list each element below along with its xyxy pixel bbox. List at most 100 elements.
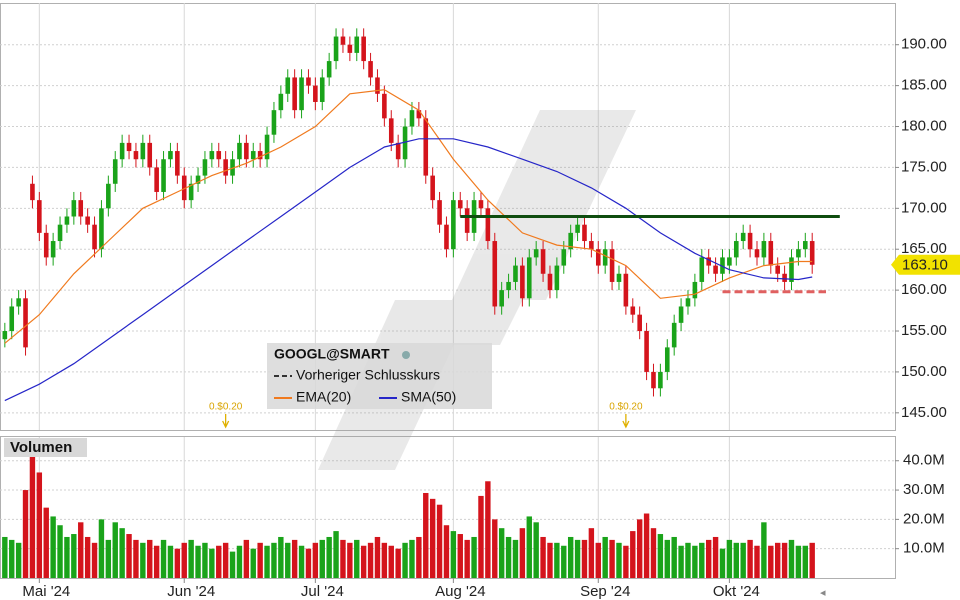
y-tick-label: 170.00 [901,199,947,216]
x-tick-label: Sep '24 [580,583,630,600]
scroll-arrow[interactable]: ◂ [820,587,826,599]
moving-average-line [4,138,813,402]
candle-body [658,371,663,389]
volume-bar [429,498,436,578]
candle-body [78,200,84,217]
candle-body [271,110,277,135]
candle-body [361,36,366,62]
volume-bar [471,536,477,578]
volume-bar [319,539,325,578]
candle-body [637,314,642,332]
candle-body [9,306,15,332]
volume-bar [22,490,29,578]
y-tick-label: 165.00 [901,240,947,257]
candle-body [168,151,173,160]
volume-bar [160,539,167,578]
candle-body [720,257,725,274]
volume-bar [636,519,643,578]
y-tick-label: 190.00 [901,36,947,53]
volume-bar [609,539,615,578]
candle-body [430,175,435,201]
candle-body [547,273,553,291]
dividend-label: 0.$0.20 [209,402,243,413]
volume-bar [195,545,201,578]
candle-body [375,77,380,94]
volume-bar [354,539,360,578]
volume-bar [561,545,567,578]
candle-body [457,200,463,209]
candle-body [250,151,256,160]
volume-bar [554,542,560,578]
volume-bar [754,545,760,578]
volume-bar [581,539,588,578]
candle-body [623,273,629,307]
candle-body [520,265,525,299]
volume-bar [595,542,601,578]
volume-bar [216,545,222,578]
candle-body [319,77,325,102]
volume-bar [105,539,112,578]
volume-bar [671,536,677,578]
volume-bar [747,539,753,578]
y-tick-label: 185.00 [901,77,947,94]
candle-body [568,232,573,250]
volume-bar [505,536,512,578]
candle-body [437,200,442,225]
candle-body [2,331,8,340]
volume-bar [781,542,788,578]
volume-bar [36,472,43,578]
volume-bar [188,539,194,578]
candle-body [402,126,408,160]
volume-bar [9,539,15,578]
volume-bar [126,534,132,578]
candle-body [747,232,753,250]
dividend-marker [622,414,630,429]
legend: GOOGL@SMART Vorheriger Schlusskurs EMA(2… [267,343,492,409]
candle-body [802,241,808,250]
y-tick-label: 30.0M [903,481,945,498]
candle-body [478,200,484,209]
x-tick-label: Aug '24 [435,583,485,600]
candle-body [92,224,97,250]
legend-label: SMA(50) [401,389,456,405]
volume-bar [705,539,712,578]
moving-average-line [4,89,813,344]
dividend-marker [222,414,230,429]
volume-bar [50,516,56,578]
volume-bar [181,542,187,578]
y-tick-label: 155.00 [901,322,947,339]
candle-body [195,175,201,184]
volume-bar [312,542,319,578]
volume-bar [326,536,332,578]
volume-bar [243,539,250,578]
y-tick-label: 175.00 [901,158,947,175]
volume-bar [250,548,256,578]
volume-bar [664,539,670,578]
candle-body [244,142,249,160]
volume-bar [64,536,70,578]
volume-bar [588,528,595,578]
volume-bar [733,542,739,578]
candle-body [133,151,139,160]
candle-body [485,208,491,242]
watermark-shape [440,285,530,345]
volume-bar [416,536,422,578]
volume-bar [71,534,77,578]
volume-bar [719,548,726,578]
candle-body [230,159,235,176]
x-tick-label: Jul '24 [301,583,344,600]
candle-body [264,134,270,160]
candle-body [223,159,228,176]
last-price-label: 163.10 [902,257,948,274]
candle-body [554,265,560,291]
volume-bar [533,522,539,578]
volume-bar [809,542,815,578]
candle-body [595,249,601,266]
candle-body [216,151,222,160]
volume-bar [140,542,146,578]
volume-bar [202,542,208,578]
volume-bar [678,545,684,578]
watermark-shape [452,110,636,300]
